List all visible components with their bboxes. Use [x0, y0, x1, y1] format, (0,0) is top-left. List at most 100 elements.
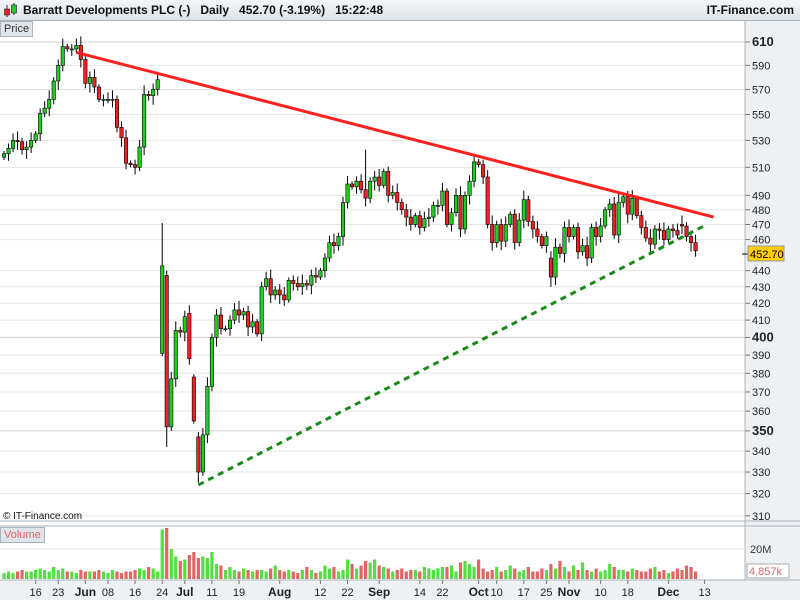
candle-body — [264, 278, 269, 288]
volume-bar — [151, 568, 155, 579]
candle — [200, 427, 205, 476]
candle — [187, 305, 192, 365]
candle — [340, 196, 345, 246]
candle — [286, 277, 291, 303]
volume-bar — [486, 571, 490, 579]
last-price-tag: 452.70 — [742, 245, 785, 262]
candle-body — [372, 176, 377, 182]
candle-body — [368, 180, 373, 199]
candle-body — [228, 319, 233, 330]
volume-bar — [336, 571, 341, 579]
candle-body — [15, 140, 20, 143]
candle-body — [544, 236, 549, 246]
brand-name: IT-Finance.com — [706, 3, 794, 17]
volume-bar — [463, 561, 467, 579]
volume-bar — [2, 573, 6, 579]
x-tick-label: 11 — [206, 587, 217, 599]
volume-bar — [187, 555, 191, 579]
support-trendline[interactable] — [197, 223, 708, 487]
candle-body — [169, 378, 174, 428]
volume-bar — [205, 558, 209, 579]
candle-body — [6, 148, 11, 155]
volume-bar — [241, 568, 246, 579]
candle-body — [1, 153, 7, 158]
candle-body — [413, 215, 418, 225]
candle — [643, 220, 648, 242]
candle-body — [422, 218, 427, 228]
candle-body — [286, 279, 291, 301]
candle-body — [164, 275, 169, 428]
candle-body — [56, 65, 61, 82]
volume-bar — [97, 570, 101, 579]
candle — [182, 310, 187, 342]
candle — [115, 95, 120, 133]
last-volume-tag: 4,857k — [746, 563, 790, 579]
y-tick-label: 610 — [752, 34, 774, 49]
volume-bar — [70, 571, 74, 579]
candle-body — [381, 171, 386, 186]
candle-body — [679, 224, 684, 227]
candle — [553, 238, 558, 286]
candle-body — [309, 275, 314, 286]
candle-body — [616, 202, 621, 236]
candle — [422, 211, 427, 232]
volume-bar — [210, 552, 214, 579]
candle — [390, 185, 395, 200]
volume-bar — [558, 561, 562, 579]
candle-body — [92, 77, 97, 88]
volume-bar — [612, 567, 616, 579]
candle-body — [83, 59, 88, 84]
candle — [580, 238, 585, 256]
volume-bar — [61, 568, 65, 579]
volume-bar — [517, 571, 521, 579]
candle — [399, 198, 404, 215]
candle-body — [399, 202, 404, 211]
x-tick-label: 08 — [102, 587, 114, 599]
candle-body — [51, 80, 56, 100]
candle-body — [485, 176, 490, 225]
candle — [377, 169, 382, 192]
candle — [350, 181, 355, 190]
candle-body — [621, 196, 626, 203]
candle-body — [594, 227, 599, 237]
candle — [530, 215, 535, 239]
x-tick-label: 24 — [156, 587, 168, 599]
volume-bar — [490, 570, 494, 579]
candle-body — [24, 146, 29, 151]
candle-body — [182, 316, 187, 333]
candle-body — [363, 189, 368, 199]
candle-body — [440, 190, 445, 206]
volume-bar — [630, 568, 634, 579]
volume-bar — [639, 571, 643, 579]
candle — [38, 108, 43, 141]
candle-body — [331, 242, 336, 246]
volume-bar — [115, 571, 119, 579]
volume-bar — [345, 559, 350, 579]
volume-bar — [608, 564, 612, 579]
candle — [548, 251, 553, 287]
volume-bar — [495, 567, 499, 579]
candle — [151, 83, 156, 105]
candle-body — [589, 227, 594, 259]
candle — [33, 131, 38, 144]
volume-bar — [535, 571, 539, 579]
volume-bar — [178, 561, 182, 579]
candle — [621, 192, 626, 208]
y-tick-label: 340 — [752, 446, 770, 458]
volume-bar — [52, 567, 56, 579]
candle-body — [124, 137, 129, 164]
volume-bar — [201, 556, 205, 579]
candle — [585, 236, 590, 267]
volume-bar — [142, 570, 146, 579]
candle — [146, 90, 151, 101]
y-tick-label: 530 — [752, 135, 770, 147]
volume-bar — [79, 570, 83, 579]
candle-body — [340, 202, 345, 237]
price-axis — [745, 21, 800, 600]
volume-bar — [391, 571, 395, 579]
resistance-trendline[interactable] — [75, 50, 715, 219]
candle-body — [449, 212, 454, 225]
candle-body — [250, 321, 255, 328]
volume-bar — [666, 573, 671, 579]
